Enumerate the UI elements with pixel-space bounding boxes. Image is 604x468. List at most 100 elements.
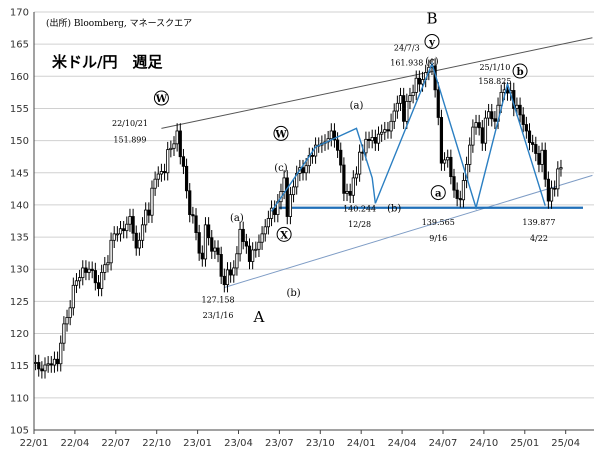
x-tick-label: 25/01 [510,438,539,449]
candle-body [55,358,60,365]
y-tick-label: 140 [10,200,29,211]
candle-body [49,363,53,366]
candle-body [273,207,277,215]
candle-body [33,362,38,364]
candle-body [118,228,123,235]
candle-body [128,216,132,225]
candle-body [247,245,252,262]
y-tick-label: 150 [10,136,29,147]
candle-body [301,167,305,174]
candle-body [515,104,519,109]
annotation-label: b [517,67,524,78]
x-tick-label: 22/01 [20,438,49,449]
annotation-label: (a) [350,100,364,111]
candle-body [364,138,368,154]
candle-body [455,189,459,199]
candle-body [383,129,387,133]
candle-body [43,364,47,372]
annotation-label: 158.825 [478,77,511,86]
candle-body [521,114,525,125]
candle-body [490,111,494,120]
x-axis-ticks: 22/01 22/04 22/07 22/10 23/01 23/04 23/07 23/10… [20,430,580,449]
candle-body [40,368,44,372]
candle-body [106,262,110,266]
candle-body [370,136,374,142]
candle-body [74,280,79,286]
candle-body [81,267,85,278]
annotation-label: 139.877 [522,218,555,227]
x-tick-label: 22/07 [101,438,130,449]
trendline [224,174,593,288]
candle-body [345,191,349,194]
candle-body [59,342,63,365]
y-tick-label: 105 [10,426,29,437]
candle-body [150,187,154,216]
candle-body [304,165,308,174]
annotation-label: 22/10/21 [112,119,148,128]
annotation-label: W [274,129,287,140]
candle-body [499,91,503,106]
candle-body [354,173,359,179]
candle-body [348,191,352,196]
candle-body [335,139,340,151]
annotation-label: X [280,230,288,241]
candle-body [546,178,550,202]
candle-body [134,232,138,249]
candle-body [310,155,315,157]
candle-body [166,149,170,174]
candle-body [68,307,72,318]
candle-body [188,190,192,215]
x-tick-label: 25/04 [551,438,580,449]
candle-body [439,117,444,164]
candle-body [442,159,447,164]
candle-body [505,89,510,94]
candle-body [282,177,286,192]
candle-body [263,226,267,235]
wave-line [374,61,546,211]
candle-body [184,165,189,192]
annotation-label: 25/1/10 [479,63,510,72]
candle-body [380,131,384,135]
candle-body [115,233,119,236]
candle-body [191,214,195,217]
annotation-label: (b) [286,288,300,299]
candle-body [266,218,270,228]
candle-body [389,120,393,132]
candle-body [471,126,475,146]
candle-body [125,223,129,232]
candle-body [109,239,113,264]
x-tick-label: 23/10 [306,438,335,449]
annotation-circle [273,125,289,141]
candle-body [493,118,497,122]
candle-body [93,270,97,284]
chart-title: 米ドル/円 週足 [52,53,163,71]
candle-body [531,142,535,145]
candle-body [313,144,318,157]
candle-body [162,171,167,174]
candle-body [251,249,255,262]
x-tick-label: 24/07 [429,438,458,449]
annotation-label: 161.938 [390,58,423,67]
candle-body [553,187,557,190]
y-tick-label: 110 [10,393,29,404]
candle-body [449,156,453,178]
annotation-label: A [253,308,265,326]
candle-body [373,136,377,144]
y-axis-ticks: 105 110 115 120 125 130 135 140 145 150 155 160 165 1… [10,8,29,437]
annotation-label: 23/1/16 [203,311,234,320]
annotation-label: 140.244 [343,204,376,213]
candle-body [420,79,425,85]
candle-body [527,130,532,143]
trendline [161,37,593,129]
candle-body [269,207,274,219]
annotation-label: 9/16 [429,234,447,243]
x-tick-label: 24/10 [469,438,498,449]
candle-body [446,156,450,161]
candle-body [52,358,57,366]
annotation-label: (b) [387,203,401,214]
candle-body [543,149,547,180]
candle-body [408,95,412,102]
annotation-label: 24/7/3 [394,44,420,53]
annotation-label: W [155,94,168,105]
